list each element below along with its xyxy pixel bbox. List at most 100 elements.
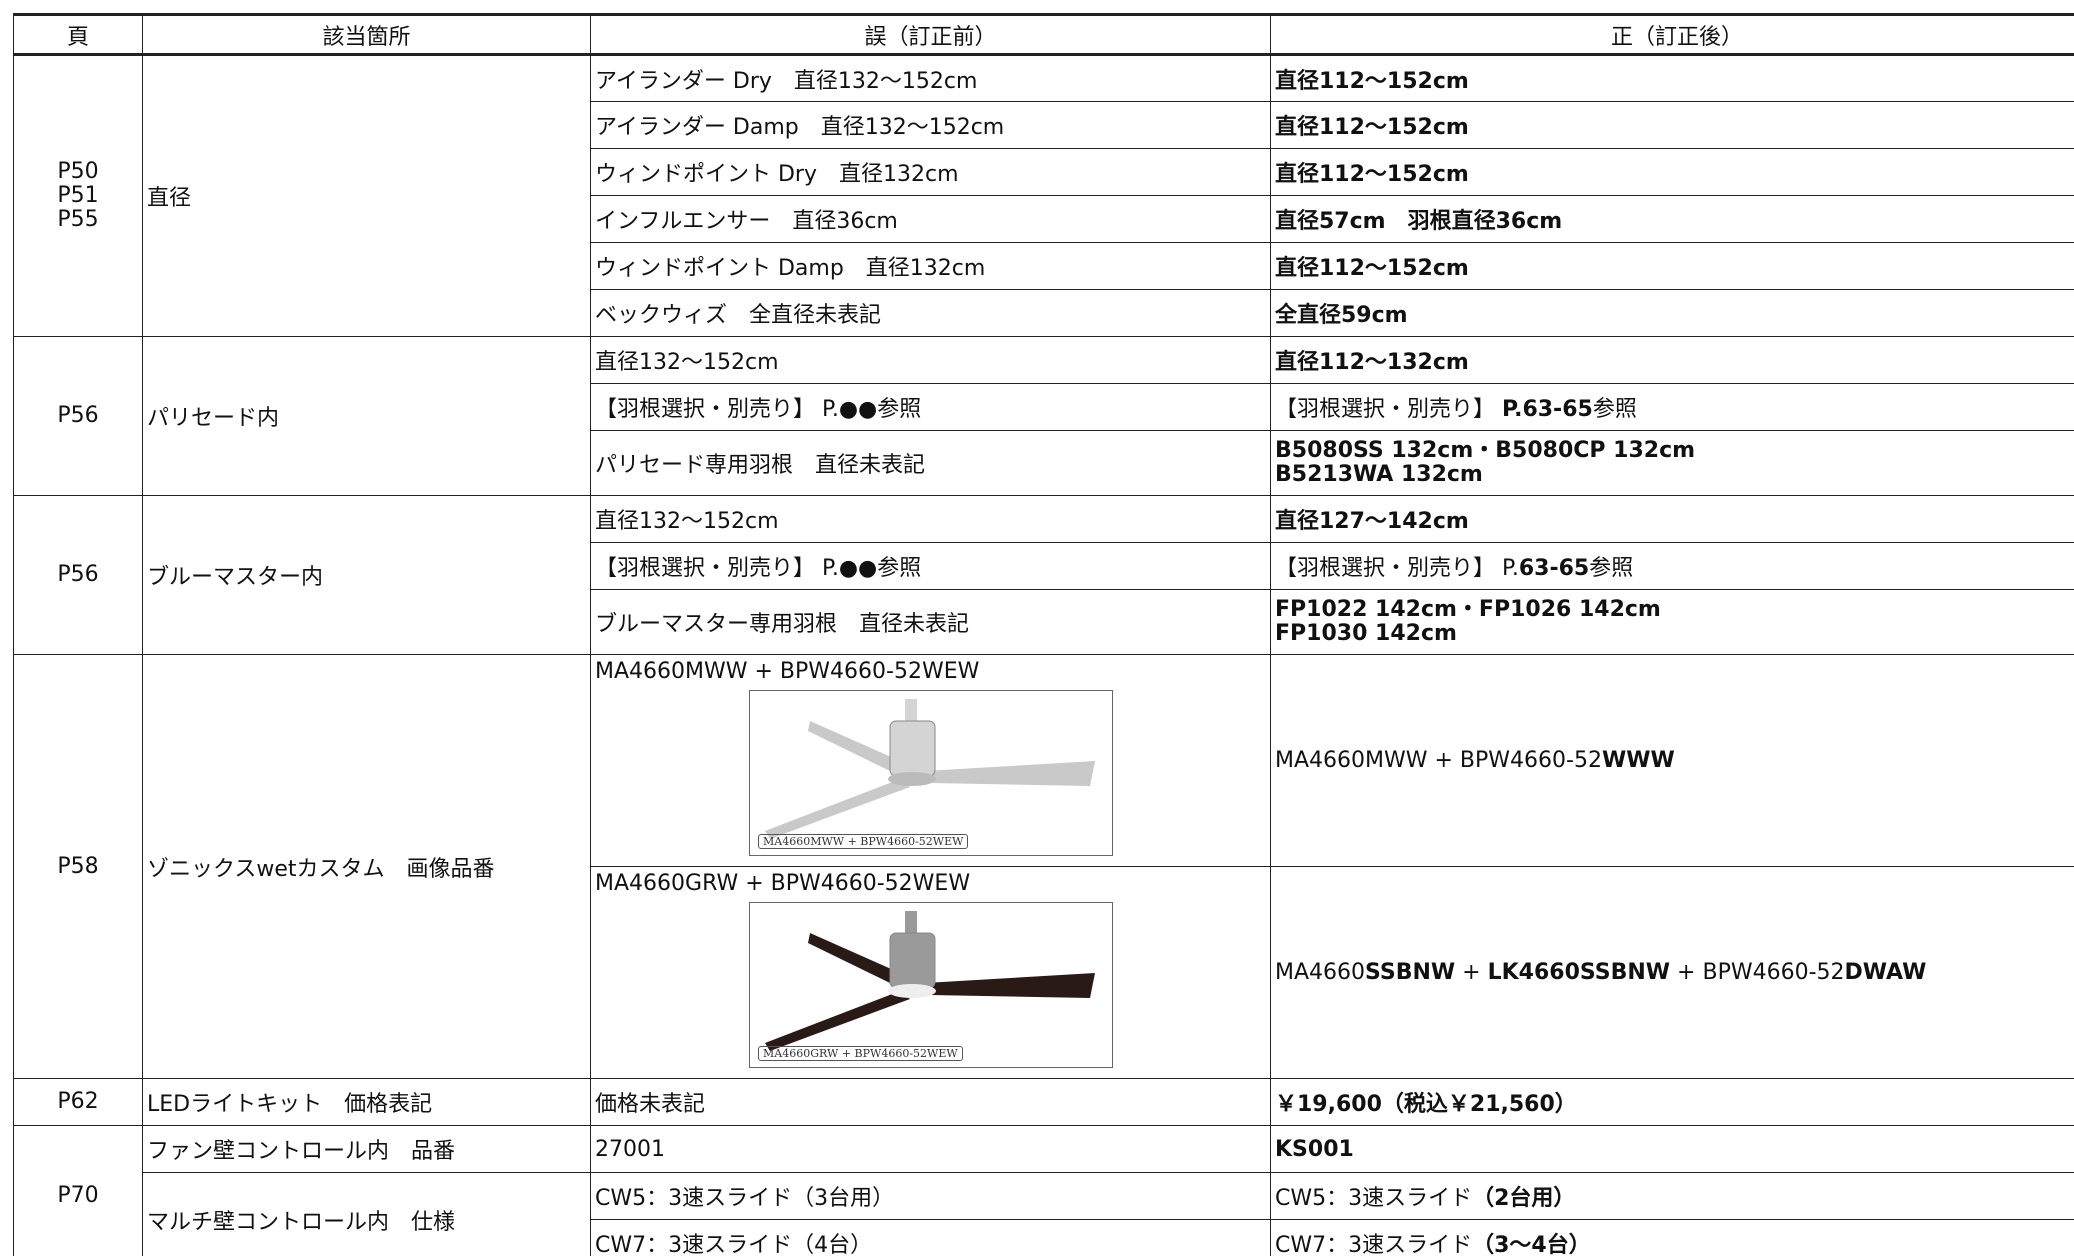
- correct-text: ￥19,600（税込￥21,560）: [1275, 1092, 1577, 1117]
- correct-text: 63-65: [1518, 556, 1590, 581]
- location-cell: LEDライトキット 価格表記: [142, 1078, 591, 1126]
- correct-text: LK4660SSBNW: [1487, 960, 1671, 985]
- table-row: パリセード専用羽根 直径未表記 B5080SS 132cm・B5080CP 132…: [14, 430, 2074, 496]
- table-row: CW7：3速スライド（4台） CW7：3速スライド（3～4台）: [14, 1219, 2074, 1256]
- wrong-cell: アイランダー Dry 直径132～152cm: [590, 54, 1271, 102]
- page-number: P51: [57, 183, 99, 208]
- correct-cell: 【羽根選択・別売り】 P.63-65参照: [1270, 383, 2074, 431]
- correct-text: P.63-65: [1502, 397, 1593, 422]
- correct-text: MA4660: [1275, 960, 1366, 985]
- page-cell: P58: [13, 654, 143, 1079]
- correct-text: 【羽根選択・別売り】 P.: [1275, 556, 1519, 581]
- wrong-cell: 価格未表記: [590, 1078, 1271, 1126]
- image-caption: MA4660GRW + BPW4660-52WEW: [758, 1046, 963, 1061]
- table-row: ベックウィズ 全直径未表記 全直径59cm: [14, 289, 2074, 337]
- wrong-cell: パリセード専用羽根 直径未表記: [590, 430, 1271, 496]
- correct-cell: 直径112～152cm: [1270, 148, 2074, 196]
- correct-text: 直径112～152cm: [1275, 115, 1469, 140]
- image-box: MA4660MWW + BPW4660-52WEW: [749, 690, 1113, 856]
- correct-text: KS001: [1275, 1136, 1354, 1162]
- header-cell: 頁: [13, 13, 143, 56]
- correct-text: B5080SS 132cm・B5080CP 132cm B5213WA 132c…: [1275, 438, 1696, 487]
- correct-cell: CW7：3速スライド（3～4台）: [1270, 1219, 2074, 1256]
- correct-text: （3～4台）: [1472, 1233, 1591, 1256]
- table-row: アイランダー Damp 直径132～152cm 直径112～152cm: [14, 101, 2074, 149]
- wrong-cell: CW5：3速スライド（3台用）: [590, 1172, 1271, 1220]
- table-row: ウィンドポイント Dry 直径132cm 直径112～152cm: [14, 148, 2074, 196]
- header-cell: 該当箇所: [142, 13, 591, 56]
- correct-text: DWAW: [1844, 960, 1927, 985]
- correct-cell: FP1022 142cm・FP1026 142cm FP1030 142cm: [1270, 589, 2074, 655]
- correct-cell: 直径57cm 羽根直径36cm: [1270, 195, 2074, 243]
- correct-cell: ￥19,600（税込￥21,560）: [1270, 1078, 2074, 1126]
- correct-cell: 直径127～142cm: [1270, 495, 2074, 543]
- wrong-cell: ベックウィズ 全直径未表記: [590, 289, 1271, 337]
- wrong-cell: 直径132～152cm: [590, 495, 1271, 543]
- correct-text: SSBNW: [1365, 960, 1456, 985]
- correct-cell: MA4660SSBNW + LK4660SSBNW + BPW4660-52DW…: [1270, 866, 2074, 1079]
- correct-text: 参照: [1589, 556, 1634, 581]
- wrong-cell: MA4660MWW + BPW4660-52WEW MA4660MWW + BP…: [590, 654, 1271, 867]
- location-cell: ゾニックスwetカスタム 画像品番: [142, 654, 591, 1079]
- image-caption: MA4660MWW + BPW4660-52WEW: [758, 834, 969, 849]
- location-cell: パリセード内: [142, 336, 591, 496]
- table-row: マルチ壁コントロール内 仕様 CW5：3速スライド（3台用） CW5：3速スライド（…: [14, 1172, 2074, 1256]
- header-row: 頁 該当箇所 誤（訂正前） 正（訂正後）: [13, 13, 2074, 56]
- correct-cell: 直径112～152cm: [1270, 54, 2074, 102]
- correct-cell: B5080SS 132cm・B5080CP 132cm B5213WA 132c…: [1270, 430, 2074, 496]
- correct-cell: KS001: [1270, 1125, 2074, 1173]
- wrong-cell: インフルエンサー 直径36cm: [590, 195, 1271, 243]
- page-cell: P62: [13, 1078, 143, 1126]
- table-row: P50 P51 P55 直径 アイランダー Dry 直径132～152cm 直径112～1…: [13, 54, 2074, 337]
- correct-text: 参照: [1592, 397, 1637, 422]
- correct-cell: 直径112～152cm: [1270, 242, 2074, 290]
- table-row: MA4660GRW + BPW4660-52WEW MA4660GRW + BP…: [14, 866, 2074, 1079]
- correct-text: CW5：3速スライド: [1275, 1186, 1473, 1211]
- correct-cell: 全直径59cm: [1270, 289, 2074, 337]
- errata-table: 頁 該当箇所 誤（訂正前） 正（訂正後） P50 P51 P55 直径 アイランダー D…: [13, 13, 2074, 1256]
- table-row: P58 ゾニックスwetカスタム 画像品番 MA4660MWW + BPW4660-…: [13, 654, 2074, 1079]
- page-cell: P56: [13, 336, 143, 496]
- correct-cell: 直径112～132cm: [1270, 336, 2074, 384]
- correct-text: CW7：3速スライド: [1275, 1233, 1473, 1256]
- wrong-text: MA4660MWW + BPW4660-52WEW: [595, 659, 980, 684]
- correct-text: + BPW4660-52: [1670, 960, 1845, 985]
- correct-text: （2台用）: [1472, 1186, 1576, 1211]
- table-row: ブルーマスター専用羽根 直径未表記 FP1022 142cm・FP1026 142…: [14, 589, 2074, 655]
- page-cell: P70: [13, 1125, 143, 1256]
- correct-text: 直径112～152cm: [1275, 162, 1469, 187]
- wrong-cell: CW7：3速スライド（4台）: [590, 1219, 1271, 1256]
- table-row: インフルエンサー 直径36cm 直径57cm 羽根直径36cm: [14, 195, 2074, 243]
- correct-text: 直径112～152cm: [1275, 68, 1469, 94]
- page-cell: P56: [13, 495, 143, 655]
- correct-text: WWW: [1601, 748, 1675, 773]
- correct-text: 直径57cm 羽根直径36cm: [1275, 209, 1563, 234]
- correct-text: FP1022 142cm・FP1026 142cm FP1030 142cm: [1275, 597, 1661, 646]
- table-row: P56 ブルーマスター内 直径132～152cm 直径127～142cm: [13, 495, 2074, 655]
- wrong-cell: 27001: [590, 1125, 1271, 1173]
- correct-text: 直径112～152cm: [1275, 256, 1469, 281]
- page-number: P70: [57, 1183, 99, 1208]
- wrong-cell: アイランダー Damp 直径132～152cm: [590, 101, 1271, 149]
- table-row: P56 パリセード内 直径132～152cm 直径112～132cm: [13, 336, 2074, 496]
- wrong-cell: ブルーマスター専用羽根 直径未表記: [590, 589, 1271, 655]
- fan-illustration: [765, 911, 1095, 1051]
- header-cell: 誤（訂正前）: [590, 13, 1271, 56]
- wrong-cell: 【羽根選択・別売り】 P.●●参照: [590, 542, 1271, 590]
- correct-cell: 【羽根選択・別売り】 P.63-65参照: [1270, 542, 2074, 590]
- correct-text: 【羽根選択・別売り】: [1275, 397, 1502, 422]
- location-cell: ファン壁コントロール内 品番: [142, 1125, 591, 1173]
- wrong-cell: 直径132～152cm: [590, 336, 1271, 384]
- table-body: P50 P51 P55 直径 アイランダー Dry 直径132～152cm 直径112～1…: [13, 54, 2074, 1256]
- correct-text: 全直径59cm: [1275, 303, 1408, 328]
- correct-cell: MA4660MWW + BPW4660-52WWW: [1270, 654, 2074, 867]
- table-container: 頁 該当箇所 誤（訂正前） 正（訂正後） P50 P51 P55 直径 アイランダー D…: [13, 13, 2074, 1256]
- wrong-cell: ウィンドポイント Dry 直径132cm: [590, 148, 1271, 196]
- header-cell: 正（訂正後）: [1270, 13, 2074, 56]
- wrong-cell: MA4660GRW + BPW4660-52WEW MA4660GRW + BP…: [590, 866, 1271, 1079]
- correct-text: +: [1455, 960, 1488, 985]
- correct-text: MA4660MWW + BPW4660-52: [1275, 748, 1602, 773]
- correct-text: 直径127～142cm: [1275, 509, 1469, 534]
